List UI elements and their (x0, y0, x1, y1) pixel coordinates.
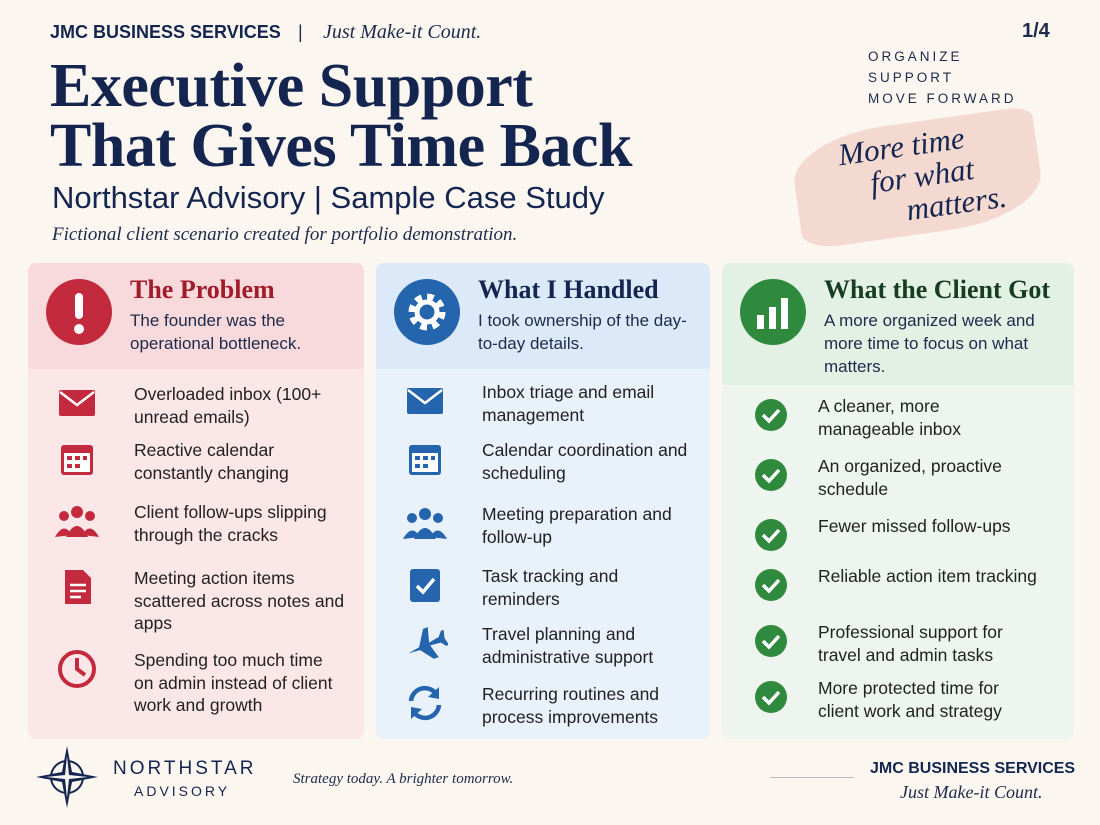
item-icon (58, 650, 96, 688)
subtitle: Northstar Advisory | Sample Case Study (52, 180, 605, 215)
item-icon (55, 506, 99, 537)
item-text: Overloaded inbox (100+ unread emails) (134, 384, 322, 427)
item-icon (755, 681, 787, 713)
item-icon (408, 685, 442, 721)
item-text: Reactive calendar constantly changing (134, 440, 289, 483)
item-icon (409, 445, 441, 475)
item-text: Inbox triage and email management (482, 382, 655, 425)
item-icon (65, 570, 91, 604)
item-text: Task tracking and reminders (482, 566, 619, 609)
title-line: That Gives Time Back (50, 112, 632, 180)
column-summary: A more organized week and more time to f… (824, 311, 1035, 376)
column-card: What the Client Got A more organized week… (722, 263, 1074, 739)
item-text: Client follow-ups slipping through the c… (134, 502, 327, 545)
item-text: Meeting preparation and follow-up (482, 504, 672, 547)
logo-text: NORTHSTAR (113, 758, 257, 779)
separator: | (298, 22, 303, 42)
item-text: Travel planning and administrative suppo… (482, 624, 654, 667)
item-icon (755, 459, 787, 491)
item-icon (59, 390, 95, 416)
item-text: Spending too much time on admin instead … (134, 650, 333, 715)
column-title: What the Client Got (824, 275, 1051, 304)
column-summary: The founder was the operational bottlene… (130, 311, 302, 353)
item-text: An organized, proactive schedule (818, 456, 1002, 499)
item-text: Recurring routines and process improveme… (482, 684, 660, 727)
note: Fictional client scenario created for po… (52, 224, 518, 245)
item-text: More protected time for client work and … (818, 678, 1002, 721)
item-icon (410, 569, 440, 602)
column-header: What the Client Got A more organized week… (722, 263, 1074, 385)
footer-tagline: Just Make-it Count. (900, 782, 1043, 802)
slogan: Strategy today. A brighter tomorrow. (293, 771, 514, 787)
column-icon (740, 279, 806, 345)
column-header: The Problem The founder was the operation… (28, 263, 364, 369)
item-icon (755, 569, 787, 601)
item-icon (408, 627, 448, 659)
item-text: Professional support for travel and admi… (818, 622, 1003, 665)
column-summary: I took ownership of the day-to-day detai… (478, 311, 687, 353)
page-number: 1/4 (1022, 20, 1050, 42)
item-text: Fewer missed follow-ups (818, 516, 1011, 536)
column-icon (46, 279, 112, 345)
motto-line: ORGANIZE (868, 49, 963, 64)
tagline: Just Make-it Count. (323, 21, 482, 43)
item-icon (407, 388, 443, 414)
footer-brand: JMC BUSINESS SERVICES (870, 760, 1076, 777)
motto: ORGANIZE SUPPORT MOVE FORWARD (868, 46, 1017, 109)
column-title: What I Handled (478, 275, 659, 304)
item-icon (755, 519, 787, 551)
brand: JMC BUSINESS SERVICES (50, 22, 281, 42)
logo-star (36, 746, 98, 808)
motto-line: SUPPORT (868, 70, 955, 85)
title-line: Executive Support (50, 52, 533, 120)
item-icon (755, 625, 787, 657)
item-text: Meeting action items scattered across no… (134, 568, 345, 633)
column-card: What I Handled I took ownership of the da… (376, 263, 710, 739)
title: Executive Support That Gives Time Back (50, 52, 632, 180)
divider (770, 777, 854, 778)
column-icon (394, 279, 460, 345)
column-title: The Problem (130, 275, 275, 304)
item-text: Calendar coordination and scheduling (482, 440, 688, 483)
column-card: The Problem The founder was the operation… (28, 263, 364, 739)
item-icon (61, 445, 93, 475)
column-header: What I Handled I took ownership of the da… (376, 263, 710, 369)
logo-subtext: ADVISORY (134, 783, 231, 799)
item-icon (755, 399, 787, 431)
item-text: A cleaner, more manageable inbox (818, 396, 962, 439)
item-icon (403, 508, 447, 539)
motto-line: MOVE FORWARD (868, 91, 1017, 106)
item-text: Reliable action item tracking (818, 566, 1037, 586)
